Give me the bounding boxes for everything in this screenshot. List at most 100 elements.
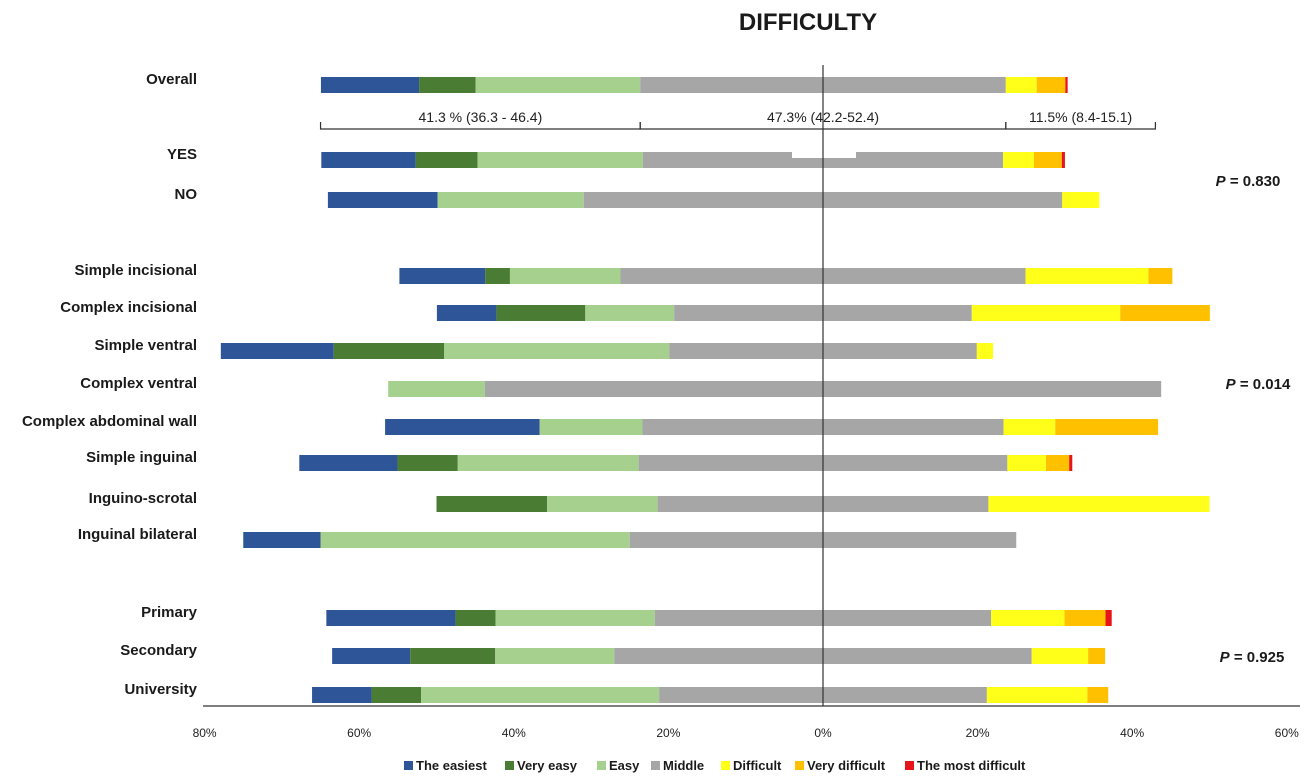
bar-segment xyxy=(585,305,675,321)
p-value-symbol: P xyxy=(1216,173,1227,190)
bar-segment xyxy=(547,496,658,512)
bar-segment xyxy=(243,532,321,548)
bar-segment xyxy=(1005,77,1037,93)
p-value-text: = 0.925 xyxy=(1230,649,1285,666)
category-label: Primary xyxy=(141,604,198,621)
bar-segment xyxy=(539,419,643,435)
bar-segment xyxy=(495,610,655,626)
legend-label: The easiest xyxy=(416,758,487,773)
bar-segment xyxy=(397,455,458,471)
bar-segment xyxy=(485,268,510,284)
bracket xyxy=(1005,122,1156,130)
x-tick-label: 40% xyxy=(1120,726,1144,740)
bar-segment xyxy=(475,77,641,93)
bar-segment xyxy=(1046,455,1070,471)
bar-segment xyxy=(415,152,478,168)
p-value-symbol: P xyxy=(1220,649,1231,666)
braces-layer: 41.3 % (36.3 - 46.4) 47.3% (42.2-52.4) 11.… xyxy=(319,109,1156,158)
x-tick-label: 20% xyxy=(656,726,680,740)
bar-segment xyxy=(1069,455,1073,471)
bar-segment xyxy=(1087,687,1109,703)
bar-segment xyxy=(388,381,485,397)
bar-segment xyxy=(385,419,540,435)
category-label: Secondary xyxy=(120,642,197,659)
bar-segment xyxy=(976,343,994,359)
category-label: YES xyxy=(167,146,197,163)
x-tick-label: 60% xyxy=(347,726,371,740)
bars-layer xyxy=(220,77,1210,703)
bar-segment xyxy=(1055,419,1159,435)
bar-segment xyxy=(410,648,496,664)
bar-segment xyxy=(1148,268,1173,284)
bar-segment xyxy=(399,268,486,284)
x-tick-labels: 80% 60% 40% 20% 0% 20% 40% 60% xyxy=(193,726,1300,740)
legend-label: Middle xyxy=(663,758,704,773)
bar-segment xyxy=(437,192,584,208)
bar-segment xyxy=(321,152,416,168)
bar-segment xyxy=(436,305,497,321)
p-value: P = 0.830 xyxy=(1216,173,1281,190)
bar-segment xyxy=(1003,152,1035,168)
bar-segment xyxy=(332,648,411,664)
bar-segment xyxy=(371,687,422,703)
legend-label: Difficult xyxy=(733,758,782,773)
bar-segment xyxy=(457,455,639,471)
bar-segment xyxy=(1065,77,1068,93)
bracket-label: 41.3 % (36.3 - 46.4) xyxy=(419,109,543,125)
bar-segment xyxy=(1088,648,1106,664)
legend-label: Very easy xyxy=(517,758,578,773)
bar-segment xyxy=(1064,610,1106,626)
bar-segment xyxy=(320,532,630,548)
x-tick-label: 80% xyxy=(193,726,217,740)
legend-label: Easy xyxy=(609,758,640,773)
bar-segment xyxy=(1120,305,1210,321)
x-tick-label: 20% xyxy=(966,726,990,740)
bar-segment xyxy=(1025,268,1149,284)
category-label: Complex abdominal wall xyxy=(22,413,197,430)
p-value: P = 0.925 xyxy=(1220,649,1285,666)
legend-swatch xyxy=(651,761,660,770)
category-label: Inguinal bilateral xyxy=(78,526,197,543)
bar-segment xyxy=(496,305,586,321)
bar-segment xyxy=(312,687,372,703)
chart-title: DIFFICULTY xyxy=(739,9,877,36)
bar-segment xyxy=(509,268,621,284)
legend: The easiest Very easy Easy Middle Difficult V… xyxy=(404,758,1026,773)
bar-segment xyxy=(1031,648,1089,664)
bar-segment xyxy=(326,610,456,626)
bar-segment xyxy=(495,648,615,664)
x-tick-label: 40% xyxy=(502,726,526,740)
bar-segment xyxy=(327,192,438,208)
bar-segment xyxy=(988,496,1210,512)
category-label: Complex incisional xyxy=(60,299,197,316)
bar-segment xyxy=(986,687,1088,703)
legend-swatch xyxy=(505,761,514,770)
legend-swatch xyxy=(795,761,804,770)
x-tick-label: 60% xyxy=(1275,726,1299,740)
bar-segment xyxy=(419,77,476,93)
bar-segment xyxy=(1062,192,1100,208)
p-value-symbol: P xyxy=(1226,376,1237,393)
category-labels: Overall YES NO Simple incisional Complex inc… xyxy=(22,71,198,698)
p-value-text: = 0.830 xyxy=(1226,173,1281,190)
bar-segment xyxy=(991,610,1065,626)
bar-segment xyxy=(1061,152,1065,168)
category-label: Complex ventral xyxy=(80,375,197,392)
bar-segment xyxy=(220,343,334,359)
bar-segment xyxy=(421,687,660,703)
bar-segment xyxy=(971,305,1121,321)
legend-label: Very difficult xyxy=(807,758,886,773)
bar-segment xyxy=(436,496,548,512)
bar-segment xyxy=(1007,455,1047,471)
legend-label: The most difficult xyxy=(917,758,1026,773)
bar-segment xyxy=(455,610,496,626)
category-label: University xyxy=(124,681,197,698)
bar-segment xyxy=(320,77,420,93)
bracket-label: 11.5% (8.4-15.1) xyxy=(1029,109,1132,125)
bracket-notch xyxy=(792,150,856,158)
x-tick-label: 0% xyxy=(814,726,832,740)
category-label: Inguino-scrotal xyxy=(89,490,197,507)
category-label: NO xyxy=(175,186,198,203)
category-label: Simple incisional xyxy=(74,262,197,279)
